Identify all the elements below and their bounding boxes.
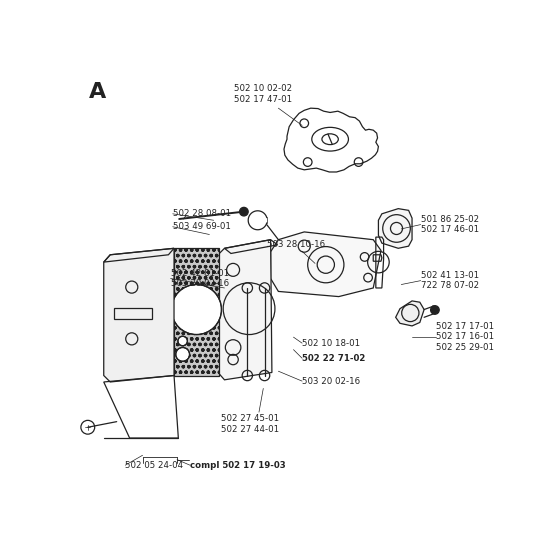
- Text: 502 10 18-01: 502 10 18-01: [302, 339, 360, 348]
- Circle shape: [176, 347, 189, 361]
- Text: 503 20 02-16: 503 20 02-16: [302, 377, 360, 386]
- Text: 502 28 08-01: 502 28 08-01: [172, 209, 231, 218]
- Text: 502 41 13-01
722 78 07-02: 502 41 13-01 722 78 07-02: [421, 271, 479, 290]
- Polygon shape: [396, 301, 424, 326]
- Text: 503 28 10-16: 503 28 10-16: [267, 240, 325, 249]
- Circle shape: [240, 207, 248, 216]
- Bar: [114, 308, 152, 319]
- Text: compl 502 17 19-03: compl 502 17 19-03: [190, 461, 286, 470]
- Circle shape: [178, 336, 188, 346]
- Polygon shape: [104, 248, 174, 382]
- Polygon shape: [218, 240, 272, 380]
- Text: 501 86 25-02
502 17 46-01: 501 86 25-02 502 17 46-01: [421, 215, 479, 234]
- Circle shape: [171, 284, 221, 334]
- Text: 502 17 17-01
502 17 16-01
502 25 29-01: 502 17 17-01 502 17 16-01 502 25 29-01: [436, 322, 494, 352]
- Text: 502 42 81-01
503 20 02-16: 502 42 81-01 503 20 02-16: [171, 269, 228, 288]
- Text: 502 05 24-04: 502 05 24-04: [125, 461, 184, 470]
- Polygon shape: [270, 232, 381, 297]
- Circle shape: [431, 306, 439, 314]
- Text: A: A: [88, 82, 106, 102]
- Text: 503 49 69-01: 503 49 69-01: [172, 222, 231, 231]
- Polygon shape: [379, 209, 412, 248]
- Text: 502 22 71-02: 502 22 71-02: [302, 354, 366, 363]
- Text: 502 10 02-02
502 17 47-01: 502 10 02-02 502 17 47-01: [234, 85, 292, 104]
- Text: 502 27 45-01
502 27 44-01: 502 27 45-01 502 27 44-01: [221, 414, 279, 433]
- Bar: [174, 248, 220, 376]
